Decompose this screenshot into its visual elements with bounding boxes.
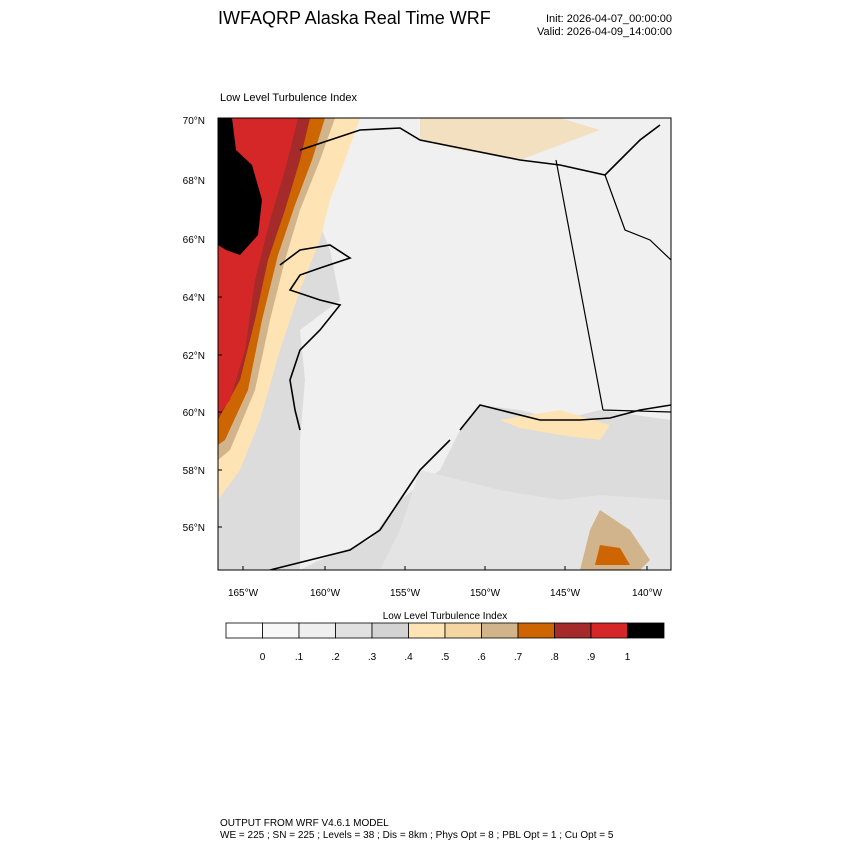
colorbar-label: .8 <box>550 652 559 663</box>
colorbar-label: .3 <box>368 652 377 663</box>
colorbar-label: .7 <box>514 652 523 663</box>
colorbar-box <box>481 622 519 639</box>
colorbar-box <box>444 622 482 639</box>
colorbar: 0 .1 .2 .3 .4 .5 .6 .7 .8 .9 1 <box>225 622 665 663</box>
lat-label: 60°N <box>183 408 205 419</box>
page-title: IWFAQRP Alaska Real Time WRF <box>218 8 491 28</box>
lat-label: 56°N <box>183 523 205 534</box>
valid-time: Valid: 2026-04-09_14:00:00 <box>537 26 672 38</box>
colorbar-label: .2 <box>331 652 340 663</box>
colorbar-box <box>262 622 300 639</box>
colorbar-label: 1 <box>625 652 631 663</box>
map-frame <box>217 117 672 571</box>
colorbar-box <box>225 622 263 639</box>
map-title: Low Level Turbulence Index <box>220 92 357 104</box>
map-field <box>218 118 671 570</box>
colorbar-label: .5 <box>441 652 450 663</box>
lat-label: 62°N <box>183 351 205 362</box>
axes: 70°N 68°N 66°N 64°N 62°N 60°N 58°N 56°N 165°W 160… <box>183 116 663 599</box>
land <box>300 118 671 570</box>
lon-label: 140°W <box>632 588 663 599</box>
footer: OUTPUT FROM WRF V4.6.1 MODEL WE = 225 ; … <box>220 818 613 842</box>
map-svg: 70°N 68°N 66°N 64°N 62°N 60°N 58°N 56°N 165°W 160… <box>183 116 672 663</box>
lon-label: 165°W <box>228 588 259 599</box>
lat-label: 64°N <box>183 293 205 304</box>
lon-label: 155°W <box>390 588 421 599</box>
black-zone <box>218 118 262 255</box>
colorbar-box <box>408 622 446 639</box>
lat-label: 68°N <box>183 176 205 187</box>
lon-label: 145°W <box>550 588 581 599</box>
coastline <box>269 124 671 570</box>
colorbar-box <box>298 622 336 639</box>
lat-label: 70°N <box>183 116 205 127</box>
colorbar-label: .4 <box>404 652 413 663</box>
lat-label: 58°N <box>183 466 205 477</box>
se-orange <box>595 545 630 565</box>
init-time: Init: 2026-04-07_00:00:00 <box>546 13 672 25</box>
colorbar-box <box>335 622 373 639</box>
lat-label: 66°N <box>183 235 205 246</box>
footer-line: OUTPUT FROM WRF V4.6.1 MODEL <box>220 818 389 829</box>
colorbar-label: .9 <box>587 652 596 663</box>
lon-label: 160°W <box>310 588 341 599</box>
colorbar-box <box>627 622 665 639</box>
colorbar-box <box>554 622 592 639</box>
colorbar-box <box>371 622 409 639</box>
footer-line: WE = 225 ; SN = 225 ; Levels = 38 ; Dis … <box>220 830 614 841</box>
border <box>555 159 671 413</box>
colorbar-title: Low Level Turbulence Index <box>383 611 508 622</box>
colorbar-box <box>517 622 555 639</box>
colorbar-label: .1 <box>295 652 304 663</box>
colorbar-label: 0 <box>260 652 266 663</box>
colorbar-box <box>590 622 628 639</box>
lon-label: 150°W <box>470 588 501 599</box>
colorbar-label: .6 <box>477 652 486 663</box>
run-info: Init: 2026-04-07_00:00:00 Valid: 2026-04… <box>537 13 672 39</box>
